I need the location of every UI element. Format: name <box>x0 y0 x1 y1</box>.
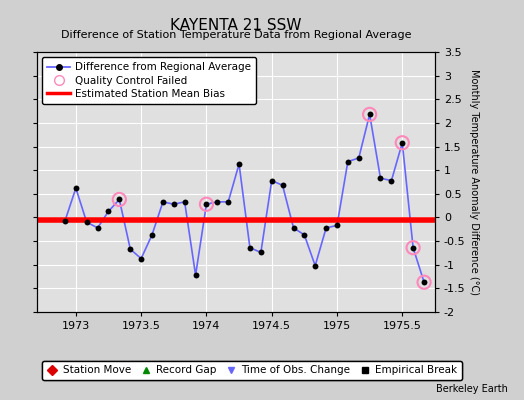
Point <box>115 196 124 203</box>
Point <box>398 140 407 146</box>
Point <box>278 182 287 188</box>
Point <box>137 255 145 262</box>
Point <box>82 219 91 225</box>
Point <box>224 199 233 205</box>
Point <box>235 161 243 167</box>
Text: Berkeley Earth: Berkeley Earth <box>436 384 508 394</box>
Point <box>289 225 298 231</box>
Point <box>159 199 167 205</box>
Point <box>365 111 374 118</box>
Point <box>311 262 320 269</box>
Point <box>268 177 276 184</box>
Point <box>126 246 135 252</box>
Point <box>93 225 102 231</box>
Point <box>398 140 407 146</box>
Point <box>257 249 265 256</box>
Point <box>344 158 352 165</box>
Point <box>365 111 374 118</box>
Point <box>420 279 428 286</box>
Point <box>104 208 113 214</box>
Point <box>387 177 396 184</box>
Point <box>333 222 341 229</box>
Legend: Station Move, Record Gap, Time of Obs. Change, Empirical Break: Station Move, Record Gap, Time of Obs. C… <box>42 361 462 380</box>
Point <box>213 199 222 205</box>
Point <box>72 185 80 191</box>
Point <box>148 232 156 238</box>
Point <box>300 232 309 238</box>
Point <box>191 272 200 278</box>
Point <box>61 218 69 224</box>
Point <box>409 244 417 251</box>
Point <box>115 196 124 203</box>
Point <box>202 201 211 208</box>
Point <box>409 244 417 251</box>
Point <box>322 225 330 231</box>
Point <box>170 201 178 208</box>
Text: KAYENTA 21 SSW: KAYENTA 21 SSW <box>170 18 301 33</box>
Point <box>376 175 385 182</box>
Y-axis label: Monthly Temperature Anomaly Difference (°C): Monthly Temperature Anomaly Difference (… <box>470 69 479 295</box>
Point <box>180 199 189 205</box>
Point <box>246 244 254 251</box>
Point <box>202 201 211 208</box>
Text: Difference of Station Temperature Data from Regional Average: Difference of Station Temperature Data f… <box>61 30 411 40</box>
Point <box>355 155 363 161</box>
Point <box>420 279 428 286</box>
